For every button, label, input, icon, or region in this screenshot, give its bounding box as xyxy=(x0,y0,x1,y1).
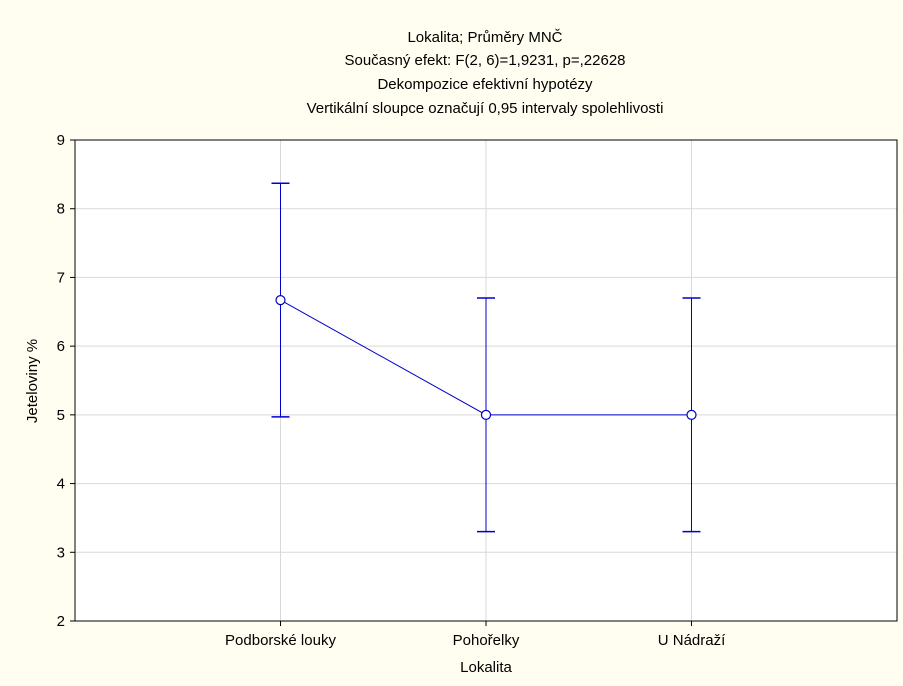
y-tick-label: 3 xyxy=(57,544,65,561)
series xyxy=(271,182,701,533)
mean-point xyxy=(275,295,286,306)
y-tick-label: 6 xyxy=(57,338,65,355)
y-tick-label: 5 xyxy=(57,407,65,424)
x-tick-label: Podborské louky xyxy=(225,632,336,649)
chart-subtitle-ci-note: Vertikální sloupce označují 0,95 interva… xyxy=(307,100,664,117)
x-axis-label: Lokalita xyxy=(460,659,512,676)
mean-point xyxy=(480,409,492,420)
chart-subtitle-decomposition: Dekompozice efektivní hypotézy xyxy=(377,76,593,93)
chart-title: Lokalita; Průměry MNČ xyxy=(407,29,562,46)
mean-point xyxy=(686,409,697,420)
y-tick-label: 9 xyxy=(57,132,65,149)
axis-ticks: 2 3 4 5 6 7 8 9 Podborské louky Pohořelky U Nádraž… xyxy=(57,132,726,649)
x-tick-label: U Nádraží xyxy=(658,632,726,649)
y-axis-label: Jeteloviny % xyxy=(24,339,41,423)
y-tick-label: 8 xyxy=(57,201,65,218)
y-tick-label: 7 xyxy=(57,269,65,286)
y-tick-label: 4 xyxy=(57,476,65,493)
y-tick-label: 2 xyxy=(57,613,65,630)
x-tick-label: Pohořelky xyxy=(453,632,520,649)
chart-subtitle-effect: Současný efekt: F(2, 6)=1,9231, p=,22628 xyxy=(344,52,625,69)
